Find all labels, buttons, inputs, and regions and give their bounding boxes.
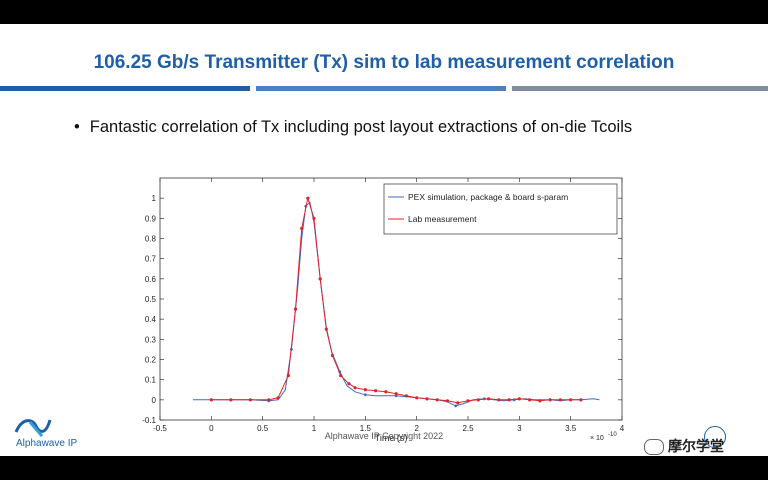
series-point-2 [404,394,408,398]
x-tick-label: 2 [414,424,419,433]
series-point-2 [384,390,388,394]
series-point-2 [394,392,398,396]
x-exponent-power: -10 [608,432,617,438]
series-point-2 [486,397,491,401]
y-tick-label: 0.1 [145,376,157,385]
x-tick-label: 2.5 [462,424,474,433]
series-line-2 [211,198,581,404]
series-point-2 [466,399,470,403]
series-point-2 [445,399,450,403]
y-tick-label: 0.2 [145,356,157,365]
y-tick-label: 0.8 [145,235,157,244]
watermark-text: 摩尔学堂 [668,438,724,454]
x-tick-label: -0.5 [153,424,167,433]
y-tick-label: 0.9 [145,214,157,223]
x-tick-label: 0.5 [257,424,269,433]
series-point-2 [415,396,419,400]
chat-bubble-icon [644,439,664,456]
series-point-2 [374,389,378,393]
series-point-2 [528,398,532,402]
series-point-2 [497,398,501,402]
series-point-2 [456,401,460,405]
x-tick-label: 3.5 [565,424,577,433]
series-point-2 [507,398,511,402]
x-tick-label: 0 [209,424,214,433]
legend-box [383,183,618,235]
x-axis-label: Time (s) [375,433,408,443]
alpha-logo-icon [14,419,52,437]
series-point-1 [454,404,458,408]
series-point-2 [324,327,328,331]
page-number-badge [704,426,726,448]
series-point-2 [538,399,542,403]
y-tick-label: 0 [152,396,157,405]
series-point-2 [306,196,310,200]
series-point-2 [339,374,343,378]
series-point-2 [517,397,521,401]
chart-container: -0.5 0 0.5 1 1.5 2 2.5 3 3.5 4 -0.1 0 0.1 0.2 0.3 0.4 0.… [120,174,642,446]
series-point-2 [363,388,367,392]
copyright-text: Alphawave IP Copyright 2022 [324,431,444,441]
title-underline-bars [0,86,768,91]
legend-label: Lab measurement [408,214,477,224]
legend-label: PEX simulation, package & board s-param [408,192,568,202]
bullet-point: • Fantastic correlation of Tx including p… [74,118,632,137]
series-point-2 [435,398,439,402]
bullet-text: Fantastic correlation of Tx including po… [89,118,633,136]
series-point-2 [300,226,304,231]
logo-text: Alphawave IP [16,438,78,449]
y-tick-label: -0.1 [142,416,156,425]
series-point-2 [248,398,252,402]
series-point-2 [425,397,429,401]
series-point-2 [558,398,562,402]
alphawave-logo: Alphawave IP [12,416,122,456]
series-point-2 [318,277,322,281]
x-tick-label: 1 [312,424,317,433]
y-tick-label: 0.6 [145,275,157,284]
series-point-2 [330,353,335,358]
series-point-2 [353,386,357,390]
series-point-2 [569,398,573,402]
series-point-2 [293,307,298,311]
x-tick-label: 4 [620,424,625,433]
slide-title: 106.25 Gb/s Transmitter (Tx) sim to lab … [93,52,675,73]
y-tick-label: 0.7 [145,255,157,264]
series-point-1 [363,393,367,397]
series-point-2 [476,398,480,402]
series-point-2 [229,398,233,402]
series-point-2 [579,398,583,402]
series-point-2 [276,396,280,400]
y-tick-label: 0.5 [145,295,157,304]
series-point-2 [286,374,290,378]
bullet-dot-icon: • [74,118,80,136]
series-point-2 [548,398,552,402]
correlation-chart: -0.5 0 0.5 1 1.5 2 2.5 3 3.5 4 -0.1 0 0.1 0.2 0.3 0.4 0.… [142,177,625,443]
x-tick-label: 3 [517,424,522,433]
y-tick-label: 0.3 [145,335,157,344]
y-tick-label: 0.4 [145,315,157,324]
slide: 106.25 Gb/s Transmitter (Tx) sim to lab … [0,24,768,456]
series-point-2 [347,382,351,386]
y-tick-label: 1 [152,194,157,203]
x-tick-label: 1.5 [360,424,372,433]
series-point-2 [312,216,316,220]
x-exponent-label: × 10 [590,435,604,442]
series-point-2 [267,398,271,402]
watermark: 摩尔学堂 [644,436,724,456]
series-point-2 [209,398,213,402]
